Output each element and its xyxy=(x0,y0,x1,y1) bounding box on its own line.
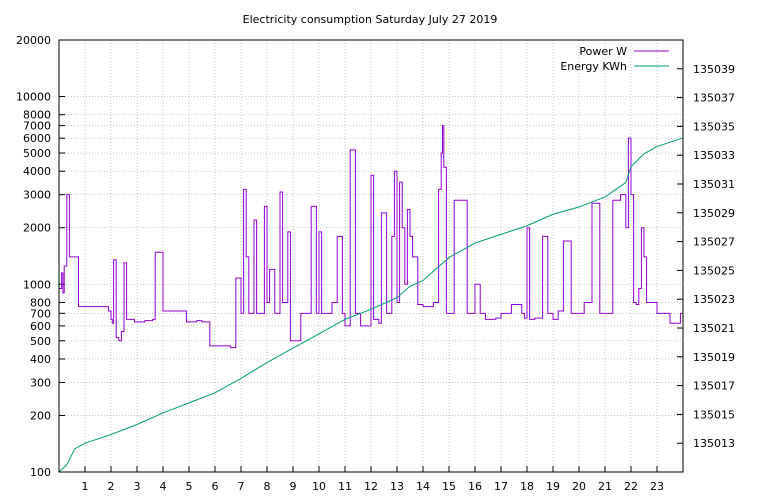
x-tick-label: 19 xyxy=(546,480,560,493)
x-tick-label: 21 xyxy=(598,480,612,493)
y-tick-label: 10000 xyxy=(16,91,51,104)
y2-tick-label: 135019 xyxy=(693,351,735,364)
y2-tick-label: 135035 xyxy=(693,120,735,133)
x-tick-label: 14 xyxy=(416,480,430,493)
x-tick-label: 7 xyxy=(238,480,245,493)
y2-tick-label: 135031 xyxy=(693,178,735,191)
x-tick-label: 16 xyxy=(468,480,482,493)
chart-title: Electricity consumption Saturday July 27… xyxy=(243,13,498,26)
y2-tick-label: 135023 xyxy=(693,293,735,306)
y-tick-label: 600 xyxy=(30,320,51,333)
y-tick-label: 500 xyxy=(30,335,51,348)
y-tick-label: 6000 xyxy=(23,132,51,145)
x-tick-label: 1 xyxy=(82,480,89,493)
x-tick-label: 2 xyxy=(108,480,115,493)
x-tick-label: 17 xyxy=(494,480,508,493)
y2-tick-label: 135027 xyxy=(693,236,735,249)
legend: Power W Energy KWh xyxy=(560,45,669,73)
y-tick-label: 100 xyxy=(30,466,51,479)
x-tick-label: 9 xyxy=(290,480,297,493)
legend-label: Energy KWh xyxy=(560,60,627,73)
y-tick-label: 800 xyxy=(30,296,51,309)
x-tick-label: 8 xyxy=(264,480,271,493)
y-tick-label: 20000 xyxy=(16,34,51,47)
axis-ticks: 1 2 3 4 5 6 7 8 9 10 11 12 13 14 15 16 17 18 19 20 21 22 23200… xyxy=(16,34,735,493)
y2-tick-label: 135033 xyxy=(693,149,735,162)
x-tick-label: 18 xyxy=(520,480,534,493)
series-line-power xyxy=(59,125,683,349)
y2-tick-label: 135029 xyxy=(693,207,735,220)
x-tick-label: 15 xyxy=(442,480,456,493)
y-tick-label: 3000 xyxy=(23,189,51,202)
plot-frame xyxy=(58,39,684,473)
y2-tick-label: 135013 xyxy=(693,437,735,450)
x-tick-label: 22 xyxy=(624,480,638,493)
legend-label: Power W xyxy=(579,45,627,58)
x-tick-label: 11 xyxy=(338,480,352,493)
y-tick-label: 700 xyxy=(30,307,51,320)
y-tick-label: 1000 xyxy=(23,278,51,291)
x-tick-label: 5 xyxy=(186,480,193,493)
x-tick-label: 13 xyxy=(390,480,404,493)
y-tick-label: 5000 xyxy=(23,147,51,160)
y2-tick-label: 135021 xyxy=(693,322,735,335)
y-tick-label: 4000 xyxy=(23,165,51,178)
x-tick-label: 20 xyxy=(572,480,586,493)
y-tick-label: 300 xyxy=(30,376,51,389)
y2-tick-label: 135037 xyxy=(693,92,735,105)
y-tick-label: 200 xyxy=(30,409,51,422)
x-tick-label: 10 xyxy=(312,480,326,493)
series-line-energy xyxy=(58,137,684,473)
y2-tick-label: 135025 xyxy=(693,264,735,277)
series-layer xyxy=(58,125,684,473)
y-tick-label: 2000 xyxy=(23,222,51,235)
x-tick-label: 3 xyxy=(134,480,141,493)
x-tick-label: 4 xyxy=(160,480,167,493)
y2-tick-label: 135017 xyxy=(693,380,735,393)
y2-tick-label: 135015 xyxy=(693,408,735,421)
y-tick-label: 8000 xyxy=(23,109,51,122)
y-tick-label: 7000 xyxy=(23,120,51,133)
x-tick-label: 6 xyxy=(212,480,219,493)
x-tick-label: 23 xyxy=(650,480,664,493)
y2-tick-label: 135039 xyxy=(693,63,735,76)
x-tick-label: 12 xyxy=(364,480,378,493)
y-tick-label: 400 xyxy=(30,353,51,366)
